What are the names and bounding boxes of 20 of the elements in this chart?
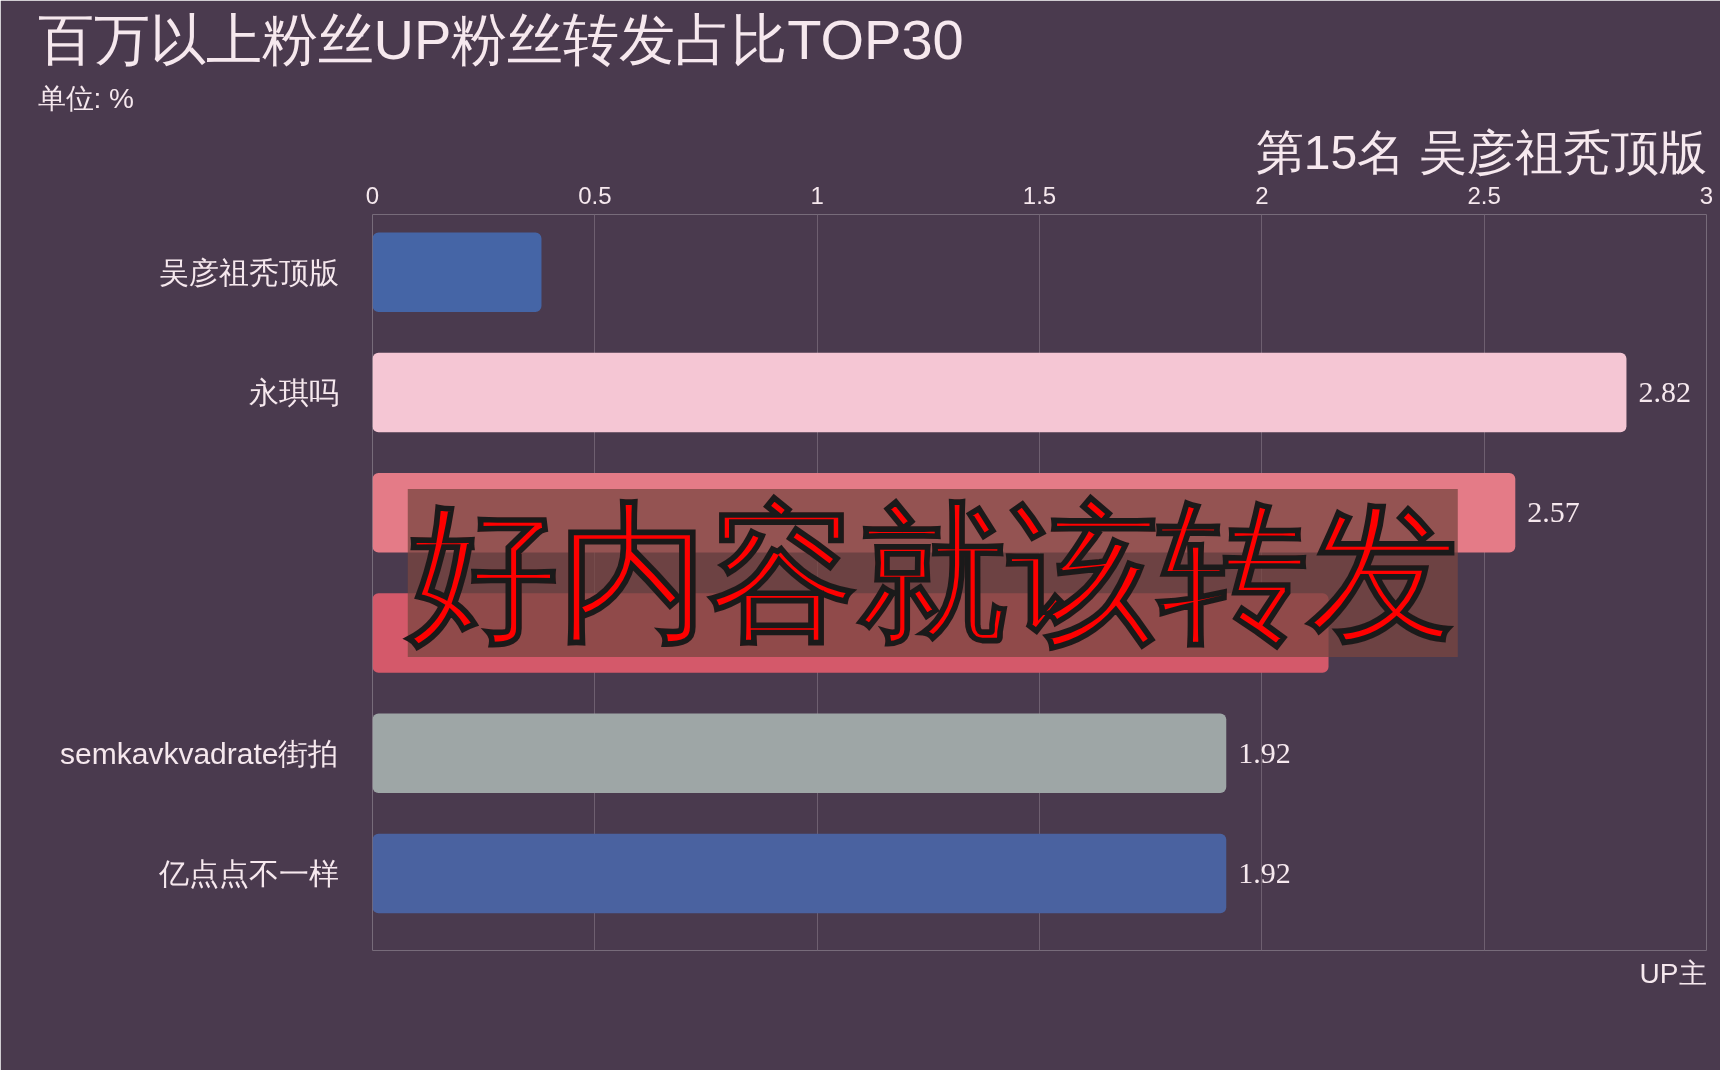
data-label: 1.92 [1238,735,1291,769]
data-label: 2.57 [1527,495,1580,529]
x-tick-label: 1.5 [1022,181,1057,209]
chart-title: 百万以上粉丝UP粉丝转发占比TOP30 [37,7,964,71]
text: UP主 [1639,957,1707,989]
data-label: 2.82 [1638,374,1691,408]
y-tick-label: 吴彦祖秃顶版 [158,255,339,289]
text: 单位: % [37,82,134,114]
y-tick-label: 永琪吗 [248,375,339,409]
x-tick-label: 3 [1699,181,1714,209]
data-label: 1.92 [1238,856,1291,890]
x-tick-label: 0.5 [578,181,612,209]
y-tick-label: 亿点点不一样 [157,857,339,891]
text: 第15名 吴彦祖秃顶版 [1255,125,1707,179]
x-tick-label: 1 [810,181,824,209]
annotation: 好内容就该转发 [402,488,1458,657]
x-tick-label: 2 [1255,181,1269,209]
x-tick-label: 2.5 [1467,181,1501,209]
x-tick-label: 0 [365,181,380,209]
y-tick-label: semkavkvadrate街拍 [60,736,339,770]
